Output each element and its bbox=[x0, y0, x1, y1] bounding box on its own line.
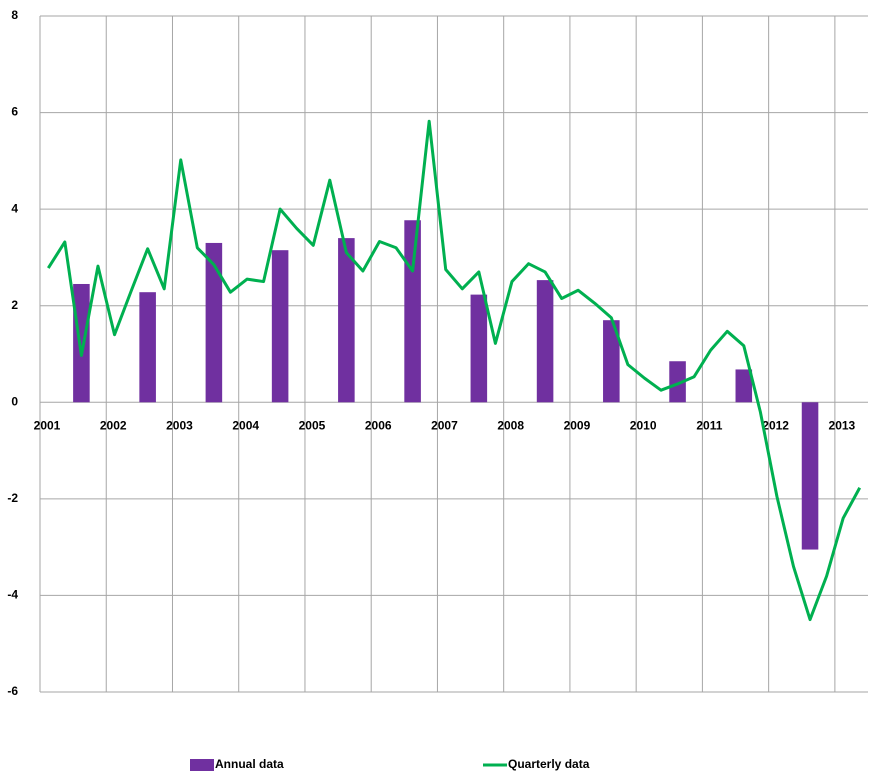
bar bbox=[205, 242, 223, 403]
x-tick-label: 2009 bbox=[564, 418, 591, 432]
x-tick-label: 2003 bbox=[166, 418, 193, 432]
bar bbox=[404, 220, 421, 403]
x-tick-label: 2010 bbox=[630, 418, 657, 432]
x-tick-label: 2007 bbox=[431, 418, 458, 432]
line bbox=[47, 119, 862, 622]
y-tick-label: 6 bbox=[11, 105, 18, 119]
y-tick-label: -6 bbox=[7, 684, 18, 698]
bar bbox=[470, 294, 488, 403]
x-tick-label: 2012 bbox=[762, 418, 789, 432]
x-tick-label: 2002 bbox=[100, 418, 127, 432]
y-tick-label: 2 bbox=[11, 298, 18, 312]
bar bbox=[801, 402, 819, 550]
y-tick-label: 8 bbox=[11, 8, 18, 22]
legend-label: Quarterly data bbox=[508, 757, 590, 771]
y-tick-label: 4 bbox=[11, 201, 18, 215]
x-tick-label: 2004 bbox=[232, 418, 259, 432]
y-tick-label: -2 bbox=[7, 491, 18, 505]
legend-label: Annual data bbox=[215, 757, 284, 771]
x-tick-label: 2005 bbox=[299, 418, 326, 432]
x-tick-label: 2008 bbox=[497, 418, 524, 432]
bar bbox=[669, 361, 686, 403]
x-tick-label: 2001 bbox=[34, 418, 61, 432]
bar bbox=[338, 238, 355, 403]
x-tick-label: 2006 bbox=[365, 418, 392, 432]
y-tick-label: -4 bbox=[7, 588, 18, 602]
bar bbox=[735, 369, 753, 403]
x-tick-label: 2011 bbox=[696, 418, 722, 432]
y-tick-label: 0 bbox=[11, 394, 18, 408]
bar bbox=[271, 250, 289, 403]
bar bbox=[139, 292, 156, 403]
x-tick-label: 2013 bbox=[829, 418, 856, 432]
bar bbox=[603, 320, 620, 403]
bar bbox=[73, 283, 90, 403]
bar bbox=[536, 280, 554, 403]
legend-swatch bbox=[190, 759, 214, 771]
